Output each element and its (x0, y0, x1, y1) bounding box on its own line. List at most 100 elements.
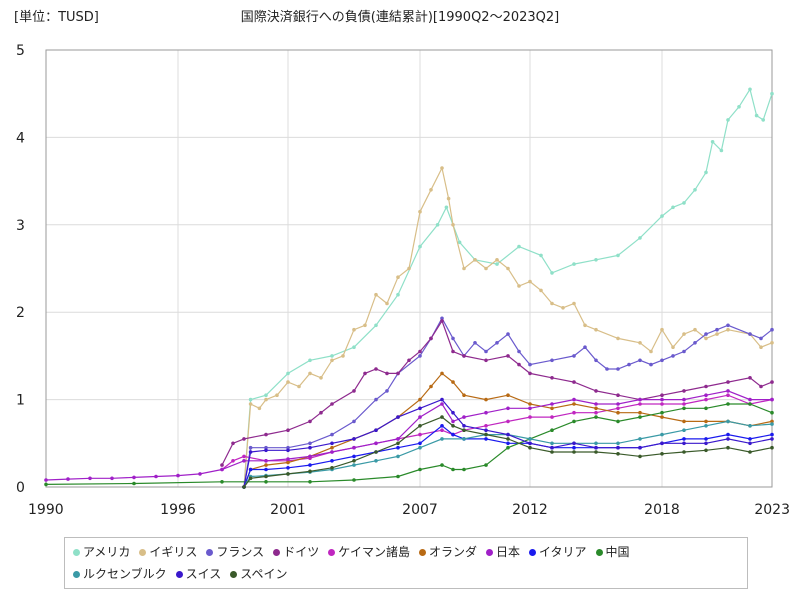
data-point (286, 380, 290, 384)
data-point (528, 437, 532, 441)
data-point (550, 445, 554, 450)
data-point (649, 349, 653, 354)
data-point (264, 467, 268, 472)
data-point (484, 397, 488, 402)
data-point (704, 393, 708, 398)
data-point (550, 441, 554, 446)
data-point (440, 428, 444, 433)
data-point (682, 402, 686, 406)
data-point (616, 367, 620, 371)
data-point (616, 406, 620, 411)
data-point (649, 362, 653, 367)
data-point (330, 450, 334, 454)
data-point (594, 415, 598, 419)
series-line (243, 416, 773, 488)
data-point (704, 332, 708, 336)
data-point (572, 354, 576, 358)
data-point (528, 445, 532, 450)
data-point (248, 450, 253, 454)
data-point (682, 349, 686, 354)
data-point (572, 441, 576, 446)
data-point (308, 480, 312, 484)
data-point (484, 349, 488, 354)
data-point (132, 481, 136, 486)
data-point (550, 301, 554, 306)
data-point (638, 454, 642, 459)
data-point (462, 428, 466, 433)
data-point (341, 354, 345, 358)
data-point (440, 402, 444, 406)
legend-item: フランス (206, 541, 264, 563)
data-point (66, 477, 70, 481)
data-point (616, 393, 620, 398)
legend-label: 日本 (495, 545, 520, 559)
data-point (528, 402, 532, 406)
data-point (308, 445, 312, 450)
data-point (616, 402, 620, 406)
data-point (550, 271, 554, 275)
data-point (726, 445, 730, 450)
data-point (374, 367, 378, 371)
plot-area-frame (45, 49, 773, 488)
data-point (352, 345, 356, 350)
data-point (528, 279, 532, 284)
data-point (517, 362, 521, 367)
legend-swatch (230, 571, 238, 578)
data-point (473, 341, 477, 345)
data-point (418, 209, 422, 214)
data-point (770, 91, 774, 96)
data-point (352, 419, 356, 424)
data-point (396, 474, 400, 479)
data-point (319, 410, 323, 415)
data-point (418, 467, 422, 472)
data-point (616, 441, 620, 446)
data-point (363, 371, 367, 376)
data-point (710, 140, 715, 144)
data-point (682, 441, 686, 446)
data-point (726, 327, 730, 332)
data-point (231, 459, 235, 463)
data-point (638, 415, 642, 419)
data-point (616, 253, 620, 258)
data-point (418, 397, 422, 402)
data-point (495, 262, 499, 266)
data-point (440, 463, 444, 467)
data-point (418, 432, 422, 437)
data-point (264, 393, 268, 398)
data-point (352, 327, 356, 332)
data-point (682, 201, 686, 205)
data-point (154, 474, 158, 479)
data-point (242, 485, 246, 489)
data-point (88, 476, 92, 481)
data-point (660, 410, 664, 415)
data-point (726, 432, 730, 437)
data-point (719, 148, 724, 153)
data-point (495, 258, 499, 262)
x-tick-label: 2012 (512, 502, 548, 518)
data-point (682, 428, 686, 433)
data-point (671, 354, 675, 358)
data-point (682, 397, 686, 402)
data-point (440, 415, 444, 419)
axis-layer: 0 1 2 3 4 5 1990 1996 2001 2007 2012 2018 2023 (16, 43, 790, 518)
data-point (286, 445, 290, 450)
data-point (440, 437, 444, 441)
data-point (462, 437, 466, 441)
data-point (770, 341, 774, 345)
data-point (286, 448, 290, 453)
data-point (770, 410, 774, 415)
data-point (440, 371, 444, 376)
data-point (220, 463, 224, 467)
data-point (748, 424, 752, 428)
data-point (682, 450, 686, 454)
legend-label: オランダ (428, 545, 477, 559)
data-point (429, 336, 433, 341)
data-point (308, 371, 312, 376)
data-point (330, 432, 334, 437)
data-point (671, 345, 675, 350)
data-point (550, 402, 554, 406)
data-point (462, 415, 466, 419)
data-point (418, 441, 422, 446)
data-point (286, 460, 290, 465)
data-point (330, 459, 334, 463)
